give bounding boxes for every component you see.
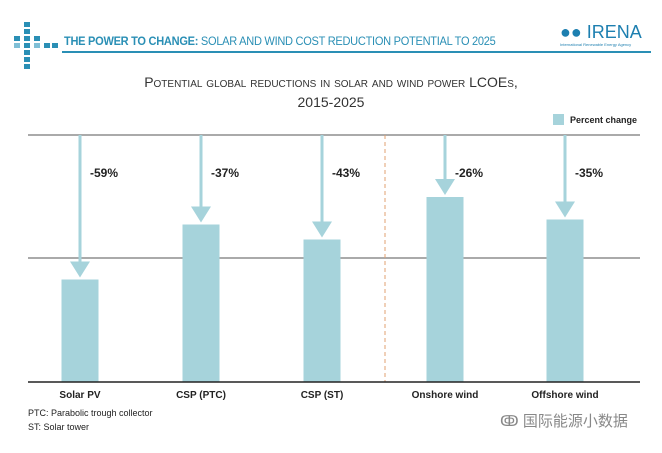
arrow-head-1 [191,206,211,223]
arrow-head-2 [312,221,332,238]
legend: Percent change [553,114,637,125]
bar-3 [426,197,464,382]
header-title: THE POWER TO CHANGE: SOLAR AND WIND COST… [64,34,496,48]
bar-1 [182,224,220,382]
data-label-1: -37% [211,166,239,180]
x-tick-label-4: Offshore wind [531,390,598,401]
header-title-rest: SOLAR AND WIND COST REDUCTION POTENTIAL … [198,34,496,48]
wechat-icon: ↂ [500,413,519,430]
chart-title-line1: Potential global reductions in solar and… [144,74,518,90]
legend-label: Percent change [570,114,638,125]
arrow-head-3 [435,179,455,195]
header-title-bold: THE POWER TO CHANGE: [64,34,199,48]
x-tick-label-2: CSP (ST) [301,390,344,401]
header-rule [62,51,651,53]
chart-title-line2: 2015-2025 [297,94,365,110]
footnotes: PTC: Parabolic trough collector ST: Sola… [28,406,153,434]
footnote-st: ST: Solar tower [28,422,90,432]
x-tick-label-1: CSP (PTC) [176,390,226,401]
arrow-head-4 [555,201,575,218]
footnote-ptc: PTC: Parabolic trough collector [28,408,153,418]
brand-cross-icon [14,22,58,69]
irena-logo: ●● IRENA [560,22,642,43]
bar-2 [303,239,341,382]
legend-swatch [553,114,564,125]
arrow-head-0 [70,261,90,278]
logo-globe-icon: ●● [560,22,582,42]
data-label-4: -35% [575,166,603,180]
watermark-text: 国际能源小数据 [522,413,628,430]
x-tick-label-3: Onshore wind [412,390,479,401]
chart-title: Potential global reductions in solar and… [0,72,662,112]
bar-0 [61,279,99,382]
logo-subtext: International Renewable Energy Agency [560,42,632,47]
data-label-3: -26% [455,166,483,180]
x-tick-label-0: Solar PV [59,390,100,401]
bar-4 [546,219,584,382]
logo-text: IRENA [586,22,642,42]
watermark: ↂ 国际能源小数据 [500,410,628,431]
data-label-2: -43% [332,166,360,180]
data-label-0: -59% [90,166,118,180]
